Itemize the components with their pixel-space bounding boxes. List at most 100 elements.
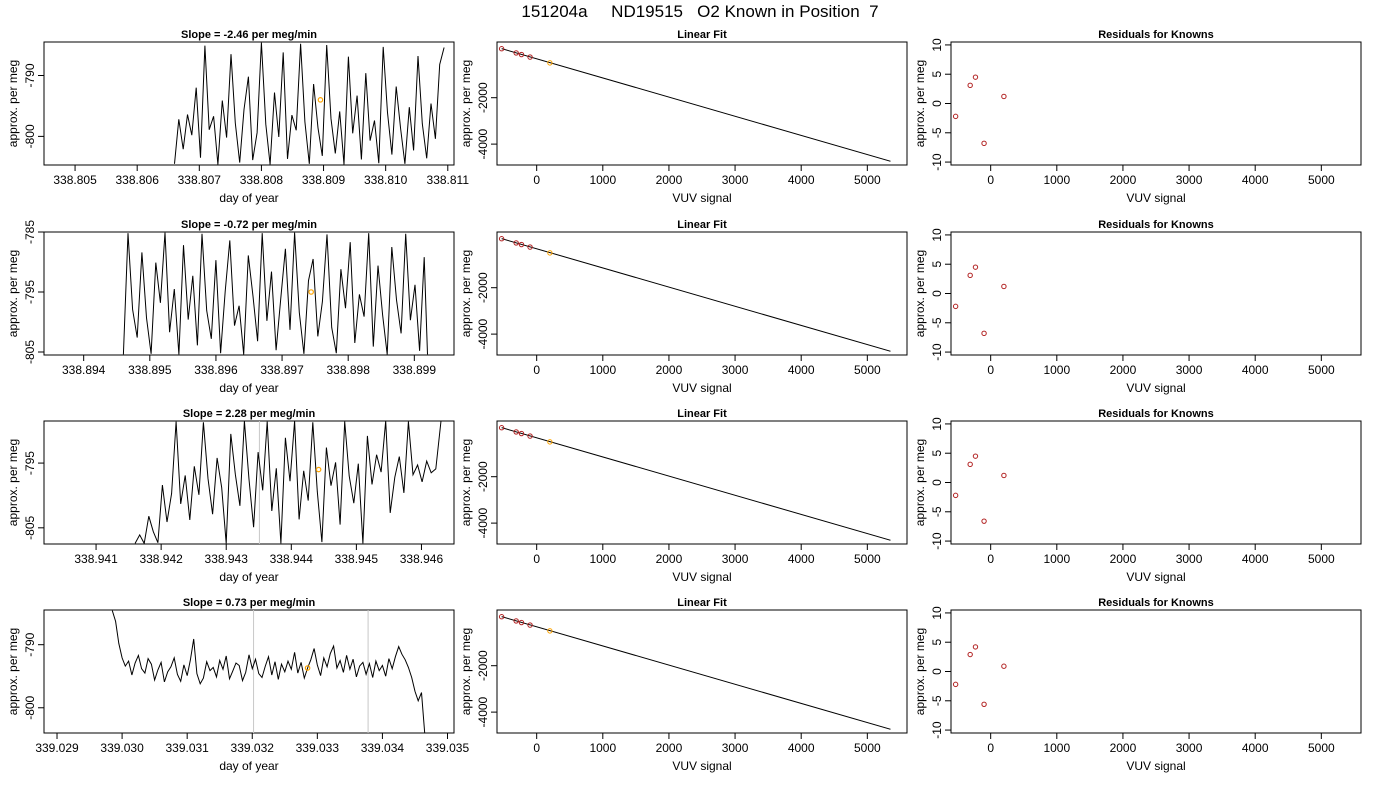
x-tick-label: 338.944 [270, 552, 314, 566]
fit-line [501, 427, 891, 541]
x-tick-label: 338.807 [178, 173, 222, 187]
x-tick-label: 4000 [1242, 173, 1269, 187]
data-point [498, 236, 505, 242]
x-tick-label: 5000 [854, 552, 881, 566]
y-tick-label: -4000 [476, 318, 490, 349]
fit-line [501, 48, 891, 162]
y-axis-label: approx. per meg [913, 60, 927, 147]
data-point [952, 681, 959, 688]
x-tick-label: 3000 [1176, 741, 1203, 755]
y-axis-label: approx. per meg [459, 250, 473, 337]
y-tick-label: -790 [23, 63, 37, 87]
x-tick-label: 2000 [656, 363, 683, 377]
x-tick-label: 3000 [1176, 173, 1203, 187]
x-tick-label: 2000 [1110, 363, 1137, 377]
y-tick-label: -2000 [476, 650, 490, 681]
data-point [981, 518, 987, 524]
panel-title: Slope = 0.73 per meg/min [183, 597, 316, 609]
x-tick-label: 2000 [1110, 741, 1137, 755]
y-tick-label: -5 [930, 127, 944, 138]
y-tick-label: 5 [930, 71, 944, 78]
x-tick-label: 3000 [722, 363, 749, 377]
data-point [547, 60, 553, 66]
y-tick-label: 10 [930, 417, 944, 431]
data-point [972, 453, 979, 459]
plot-frame [43, 231, 455, 356]
x-tick-label: 1000 [1043, 552, 1070, 566]
y-tick-label: 5 [930, 639, 944, 646]
plot-frame [950, 231, 1362, 356]
y-tick-label: -785 [23, 220, 37, 244]
x-axis-label: day of year [219, 759, 278, 773]
data-point [972, 644, 979, 650]
y-axis-label: approx. per meg [6, 250, 20, 337]
panel-title: Residuals for Knowns [1098, 29, 1214, 41]
data-point [527, 54, 533, 60]
data-point [498, 425, 505, 431]
highlight-point [304, 665, 311, 671]
y-tick-label: -805 [23, 340, 37, 364]
data-point [972, 264, 979, 270]
x-tick-label: 338.895 [128, 363, 172, 377]
y-axis-label: approx. per meg [6, 628, 20, 715]
y-tick-label: -2000 [476, 272, 490, 303]
y-tick-label: 10 [930, 606, 944, 620]
data-point [967, 651, 973, 658]
y-tick-label: -10 [930, 721, 944, 739]
x-axis-label: VUV signal [1126, 381, 1185, 395]
x-tick-label: 338.897 [260, 363, 304, 377]
x-tick-label: 338.810 [364, 173, 408, 187]
y-tick-label: 5 [930, 261, 944, 268]
x-tick-label: 339.029 [35, 741, 79, 755]
data-point [513, 429, 519, 435]
data-point [527, 244, 533, 250]
x-tick-label: 0 [987, 173, 994, 187]
figure-title: 151204a ND19515 O2 Known in Position 7 [521, 2, 879, 21]
data-point [1001, 663, 1007, 669]
y-axis-label: approx. per meg [913, 439, 927, 526]
data-point [547, 628, 553, 634]
data-point [1001, 472, 1007, 479]
x-tick-label: 3000 [722, 741, 749, 755]
x-tick-label: 3000 [722, 173, 749, 187]
x-tick-label: 2000 [1110, 552, 1137, 566]
y-tick-label: -790 [23, 632, 37, 656]
x-tick-label: 338.805 [53, 173, 97, 187]
y-axis-label: approx. per meg [459, 60, 473, 147]
x-tick-label: 0 [533, 741, 540, 755]
plot-frame [950, 41, 1362, 166]
data-point [513, 240, 519, 246]
x-tick-label: 339.032 [231, 741, 275, 755]
x-axis-label: VUV signal [672, 191, 731, 205]
plot-frame [43, 41, 455, 166]
x-tick-label: 4000 [788, 552, 815, 566]
x-tick-label: 338.809 [302, 173, 346, 187]
x-axis-label: VUV signal [1126, 759, 1185, 773]
x-tick-label: 4000 [1242, 552, 1269, 566]
x-axis-label: VUV signal [672, 759, 731, 773]
x-axis-label: VUV signal [672, 570, 731, 584]
x-tick-label: 2000 [656, 741, 683, 755]
y-tick-label: -10 [930, 153, 944, 171]
y-tick-label: -5 [930, 695, 944, 706]
x-tick-label: 5000 [854, 741, 881, 755]
x-tick-label: 1000 [589, 741, 616, 755]
x-tick-label: 338.894 [62, 363, 106, 377]
fit-line [501, 616, 891, 730]
x-tick-label: 4000 [1242, 363, 1269, 377]
data-point [547, 250, 553, 256]
data-point [513, 50, 519, 56]
x-tick-label: 3000 [1176, 552, 1203, 566]
y-axis-label: approx. per meg [6, 60, 20, 147]
x-tick-label: 339.031 [165, 741, 209, 755]
y-tick-label: -5 [930, 317, 944, 328]
x-tick-label: 1000 [1043, 363, 1070, 377]
x-axis-label: day of year [219, 570, 278, 584]
data-point [518, 430, 525, 437]
highlight-point [317, 97, 324, 103]
x-tick-label: 5000 [1308, 552, 1335, 566]
x-tick-label: 5000 [1308, 173, 1335, 187]
x-tick-label: 4000 [788, 741, 815, 755]
x-tick-label: 0 [533, 173, 540, 187]
